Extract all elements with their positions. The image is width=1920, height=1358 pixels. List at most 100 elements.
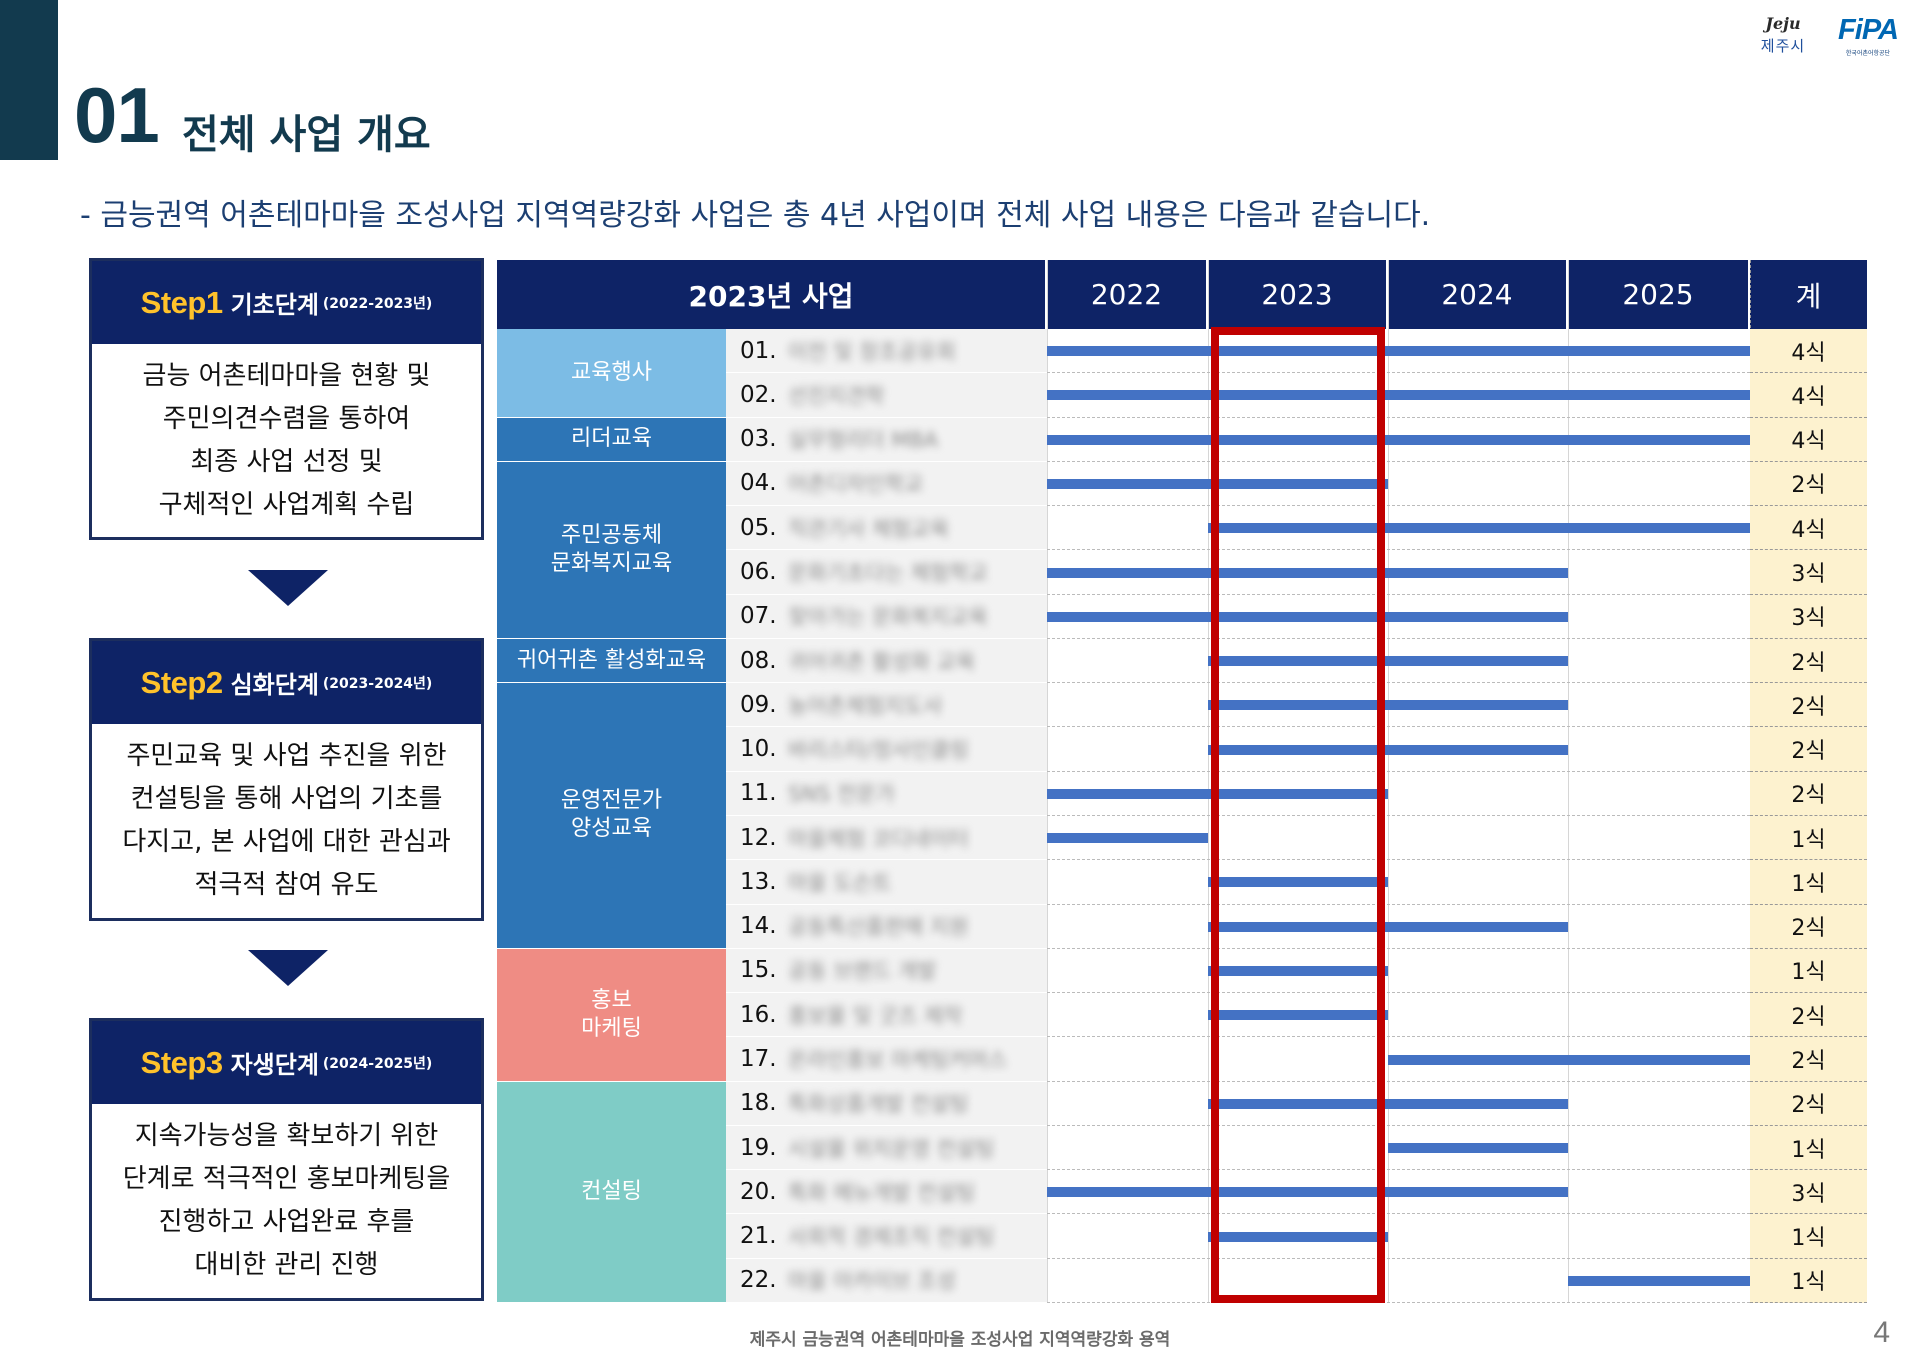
jeju-city-logo: Jeju 제주시 xyxy=(1750,14,1816,56)
category-cell: 교육행사 xyxy=(497,329,726,418)
total-column-header: 계 xyxy=(1750,260,1867,329)
project-cell: 13. 마을 도슨트 xyxy=(726,860,1047,905)
step1-line: 주민의견수렴을 통하여 xyxy=(162,403,411,434)
row-number: 17. xyxy=(740,1045,777,1072)
schedule-bar-2023 xyxy=(1208,656,1388,667)
project-column-header: 2023년 사업 xyxy=(497,260,1047,329)
row-number: 10. xyxy=(740,736,777,763)
grid-column-line xyxy=(1568,260,1569,1303)
fipa-logo-subtitle: 한국어촌어항공단 xyxy=(1845,50,1891,57)
step3-period: (2024-2025년) xyxy=(322,1055,433,1072)
total-cell: 1식 xyxy=(1750,1125,1867,1171)
schedule-bar-2025 xyxy=(1568,434,1750,445)
schedule-bar-2022 xyxy=(1047,833,1208,844)
schedule-bar-2023 xyxy=(1208,567,1388,578)
schedule-bar-2024 xyxy=(1388,1143,1568,1154)
step3-line: 진행하고 사업완료 후를 xyxy=(158,1207,415,1237)
schedule-bar-2023 xyxy=(1208,523,1388,534)
category-label: 운영전문가 xyxy=(560,788,663,814)
project-name-blurred: SNS 전문가 xyxy=(788,782,896,807)
total-cell: 2식 xyxy=(1750,1037,1867,1082)
project-name-blurred: 공동특산품판매 지원 xyxy=(788,915,969,940)
schedule-row: 11. SNS 전문가 2식 xyxy=(726,771,1867,816)
row-divider xyxy=(1047,637,1750,639)
schedule-row: 20. 특화 메뉴개발 컨설팅 3식 xyxy=(726,1170,1867,1215)
fipa-logo-mark: FiPA xyxy=(1838,14,1899,46)
schedule-bar-2024 xyxy=(1388,523,1568,534)
project-name-blurred: 직관기사 체험교육 xyxy=(788,516,950,541)
schedule-bar-2023 xyxy=(1208,1231,1388,1242)
row-divider xyxy=(1047,859,1750,861)
schedule-row: 14. 공동특산품판매 지원 2식 xyxy=(726,904,1867,949)
schedule-bar-2024 xyxy=(1388,744,1568,755)
step3-name: 자생단계 xyxy=(230,1051,319,1079)
schedule-bar-2024 xyxy=(1388,700,1568,711)
row-divider xyxy=(1047,1257,1750,1259)
schedule-bar-2024 xyxy=(1388,656,1568,667)
total-cell: 4식 xyxy=(1750,417,1867,462)
year-header-2023: 2023 xyxy=(1208,260,1388,329)
year-header-2024: 2024 xyxy=(1388,260,1568,329)
page-number: 4 xyxy=(1873,1316,1890,1349)
step3-line: 대비한 관리 진행 xyxy=(194,1250,379,1280)
row-divider xyxy=(1047,372,1750,374)
schedule-row: 02. 선진지견학 4식 xyxy=(726,373,1867,418)
project-name-blurred: 사회적 경제조직 컨설팅 xyxy=(788,1225,995,1250)
project-cell: 20. 특화 메뉴개발 컨설팅 xyxy=(726,1170,1047,1215)
schedule-bar-2024 xyxy=(1388,1054,1568,1065)
schedule-bar-2023 xyxy=(1208,965,1388,976)
total-cell: 2식 xyxy=(1750,683,1867,728)
step1-header: Step1 기초단계 (2022-2023년) xyxy=(92,261,481,344)
project-cell: 18. 특화상품개발 컨설팅 xyxy=(726,1081,1047,1126)
schedule-row: 04. 어촌디자인학교 2식 xyxy=(726,461,1867,507)
jeju-logo-name: 제주시 xyxy=(1760,37,1806,55)
step1-line: 금능 어촌테마마을 현황 및 xyxy=(142,360,431,391)
row-number: 18. xyxy=(740,1090,777,1117)
schedule-bar-2022 xyxy=(1047,478,1208,489)
project-name-blurred: 마을체험 코디네이터 xyxy=(788,826,969,851)
row-number: 14. xyxy=(740,913,777,940)
row-number: 01. xyxy=(740,337,777,364)
schedule-bar-2024 xyxy=(1388,611,1568,622)
schedule-bar-2023 xyxy=(1208,877,1388,888)
schedule-bar-2023 xyxy=(1208,390,1388,401)
category-label: 양성교육 xyxy=(571,816,652,842)
step3-box: Step3 자생단계 (2024-2025년) 지속가능성을 확보하기 위한 단… xyxy=(89,1018,484,1301)
category-cell: 귀어귀촌 활성화교육 xyxy=(497,638,726,684)
row-divider xyxy=(1047,1213,1750,1215)
row-divider xyxy=(1047,903,1750,905)
row-divider xyxy=(1047,992,1750,994)
step3-number: Step3 xyxy=(140,1044,223,1080)
schedule-row: 08. 귀어귀촌 활성화 교육 2식 xyxy=(726,638,1867,684)
row-divider xyxy=(1047,505,1750,507)
project-name-blurred: 공동 브랜드 개발 xyxy=(788,959,937,984)
step2-name: 심화단계 xyxy=(230,671,319,699)
step1-line: 구체적인 사업계획 수립 xyxy=(158,489,415,520)
row-divider xyxy=(1047,1080,1750,1082)
project-name-blurred: 특화 메뉴개발 컨설팅 xyxy=(788,1180,976,1205)
project-cell: 21. 사회적 경제조직 컨설팅 xyxy=(726,1214,1047,1259)
schedule-bar-2025 xyxy=(1568,523,1750,534)
project-cell: 03. 실무형리더 MBA xyxy=(726,417,1047,462)
row-divider xyxy=(1047,770,1750,772)
row-divider xyxy=(1047,1169,1750,1171)
schedule-bar-2023 xyxy=(1208,346,1388,357)
schedule-bar-2023 xyxy=(1208,700,1388,711)
row-number: 02. xyxy=(740,381,777,408)
project-name-blurred: 찾아가는 문화복지교육 xyxy=(788,605,988,630)
project-name-blurred: 문화기초다는 체험학교 xyxy=(788,560,988,585)
category-cell: 주민공동체 문화복지교육 xyxy=(497,461,726,639)
schedule-row: 07. 찾아가는 문화복지교육 3식 xyxy=(726,594,1867,639)
project-cell: 22. 마을 아카이브 조성 xyxy=(726,1258,1047,1303)
step3-description: 지속가능성을 확보하기 위한 단계로 적극적인 홍보마케팅을 진행하고 사업완료… xyxy=(92,1104,481,1298)
category-label: 교육행사 xyxy=(571,359,652,385)
schedule-row: 18. 특화상품개발 컨설팅 2식 xyxy=(726,1081,1867,1126)
row-divider xyxy=(1047,593,1750,595)
total-cell: 2식 xyxy=(1750,727,1867,772)
step2-description: 주민교육 및 사업 추진을 위한 컨설팅을 통해 사업의 기초를 다지고, 본 … xyxy=(92,724,481,918)
total-cell: 1식 xyxy=(1750,1214,1867,1259)
total-cell: 1식 xyxy=(1750,1258,1867,1303)
total-cell: 1식 xyxy=(1750,816,1867,861)
schedule-row: 16. 홍보물 및 굿즈 제작 2식 xyxy=(726,993,1867,1038)
total-cell: 4식 xyxy=(1750,329,1867,374)
